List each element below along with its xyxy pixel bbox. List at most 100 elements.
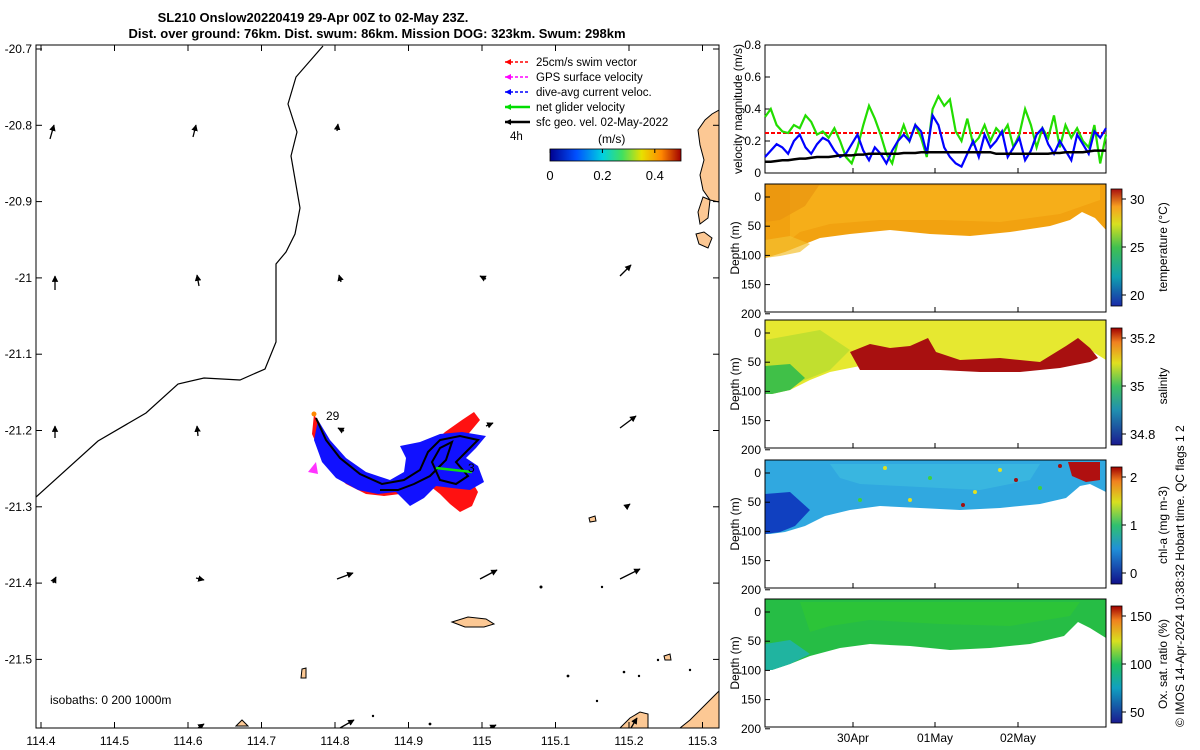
time-xtick-label: 02May (1000, 731, 1036, 745)
colorbar-tick-label: 35 (1130, 379, 1144, 394)
legend-entry: 25cm/s swim vector (505, 57, 637, 69)
velocity-panel: 0 0.2 0.4 0.6 0.8 velocity magnitude (m/s) (731, 38, 1108, 180)
map-panel: 29 3 114.4 114.5 114.6 114.7 114.8 114.9 115 11… (5, 42, 720, 748)
velocity-ytick-label: 0 (754, 166, 761, 180)
speed-colorbar-label: (m/s) (598, 132, 625, 146)
temperature-colorbar (1110, 188, 1123, 307)
figure-title-line2: Dist. over ground: 76km. Dist. swum: 86k… (128, 26, 625, 41)
chlorophyll-section (765, 460, 1106, 534)
map-ytick-label: -20.9 (5, 195, 33, 209)
depth-ytick-label: 50 (748, 355, 762, 369)
figure-title-line1: SL210 Onslow20220419 29-Apr 00Z to 02-Ma… (158, 10, 469, 25)
depth-axis-label: Depth (m) (728, 497, 742, 550)
depth-ytick-label: 0 (754, 326, 761, 340)
depth-ytick-label: 50 (748, 634, 762, 648)
colorbar-tick-label: 50 (1130, 705, 1144, 720)
colorbar-label: salinity (1156, 368, 1170, 405)
map-ytick-label: -20.8 (5, 118, 33, 132)
depth-ytick-label: 0 (754, 605, 761, 619)
legend-arrowhead (505, 104, 511, 110)
oxygen-panel (764, 598, 1123, 728)
velocity-ytick-label: 0.6 (744, 70, 761, 84)
speed-colorbar-ticks: 0 0.2 0.4 (546, 149, 664, 183)
time-step-label: 4h (510, 131, 523, 143)
depth-ytick-label: 200 (741, 307, 761, 321)
legend-entry: GPS surface velocity (505, 72, 643, 84)
glider-track (308, 411, 486, 512)
temperature-section (765, 184, 1106, 258)
colorbar-label: Ox. sat. ratio (%) (1156, 619, 1170, 709)
velocity-series-line (764, 112, 1107, 169)
depth-ytick-label: 200 (741, 443, 761, 457)
legend-label: net glider velocity (536, 102, 625, 114)
colorbar-tick-label: 0 (1130, 566, 1137, 581)
map-xtick-label: 114.8 (320, 734, 349, 748)
depth-ytick-label: 100 (741, 663, 761, 677)
velocity-ylabel: velocity magnitude (m/s) (731, 44, 745, 174)
map-xtick-label: 114.6 (173, 734, 202, 748)
time-xtick-label: 01May (917, 731, 953, 745)
depth-ytick-label: 50 (748, 495, 762, 509)
depth-ytick-label: 100 (741, 248, 761, 262)
speed-colorbar-tick-label: 0 (546, 168, 553, 183)
depth-ytick-label: 150 (741, 554, 761, 568)
speed-colorbar-tick-label: 0.4 (646, 168, 664, 183)
salinity-colorbar (1110, 327, 1123, 446)
legend-label: dive-avg current veloc. (536, 87, 652, 99)
colorbar-label: temperature (°C) (1156, 202, 1170, 292)
salinity-panel (764, 319, 1123, 449)
depth-ytick-label: 0 (754, 190, 761, 204)
reef-dots (371, 585, 692, 726)
map-ytick-label: -21.1 (5, 347, 33, 361)
map-ytick-label: -21 (15, 271, 33, 285)
legend-label: 25cm/s swim vector (536, 57, 637, 69)
depth-ytick-label: 0 (754, 466, 761, 480)
map-ytick-label: -21.2 (5, 424, 33, 438)
map-ytick-label: -21.4 (5, 576, 33, 590)
colorbar-tick-label: 25 (1130, 240, 1144, 255)
map-ytick-label: -20.7 (5, 42, 33, 56)
legend-label: GPS surface velocity (536, 72, 643, 84)
colorbar-tick-label: 2 (1130, 470, 1137, 485)
legend-label: sfc geo. vel. 02-May-2022 (536, 117, 668, 129)
imos-qc-note: © IMOS 14-Apr-2024 10:38:32 Hobart time.… (1173, 425, 1187, 727)
colorbar-label: chl-a (mg m-3) (1156, 486, 1170, 564)
depth-axis-label: Depth (m) (728, 221, 742, 274)
colorbar-tick-label: 150 (1130, 609, 1152, 624)
colorbar-tick-label: 35.2 (1130, 331, 1155, 346)
map-xtick-label: 114.7 (247, 734, 276, 748)
map-axes-frame (35, 44, 720, 729)
sfc-geo-velocity-arrows (49, 123, 641, 728)
colorbar-tick-label: 30 (1130, 192, 1144, 207)
map-xtick-label: 115.2 (614, 734, 643, 748)
isobath-line (36, 45, 324, 498)
legend-arrowhead (505, 89, 511, 95)
depth-ytick-label: 150 (741, 278, 761, 292)
velocity-ytick-label: 0.8 (744, 38, 761, 52)
depth-axis-label: Depth (m) (728, 636, 742, 689)
day-label-start: 29 (326, 409, 340, 423)
map-xtick-label: 114.5 (100, 734, 129, 748)
speed-colorbar (549, 148, 682, 162)
map-xtick-label: 115.1 (541, 734, 570, 748)
day-label-end: 3 (468, 461, 475, 475)
colorbar-tick-label: 20 (1130, 288, 1144, 303)
map-ytick-label: -21.3 (5, 500, 33, 514)
velocity-ytick-label: 0.2 (744, 134, 761, 148)
map-tick-group: 114.4 114.5 114.6 114.7 114.8 114.9 115 115.1 11… (5, 42, 719, 748)
colorbar-tick-label: 1 (1130, 518, 1137, 533)
chlorophyll-colorbar (1110, 466, 1123, 585)
map-xtick-label: 114.4 (26, 734, 55, 748)
depth-ytick-label: 200 (741, 722, 761, 736)
oxygen-section (765, 599, 1106, 670)
colorbar-tick-label: 100 (1130, 657, 1152, 672)
depth-ytick-label: 200 (741, 583, 761, 597)
map-legend: 25cm/s swim vector GPS surface velocity di… (505, 57, 668, 129)
depth-ytick-label: 150 (741, 414, 761, 428)
depth-axis-label: Depth (m) (728, 357, 742, 410)
time-xtick-label: 30Apr (837, 731, 869, 745)
glider-track-line (315, 417, 480, 491)
legend-entry: dive-avg current veloc. (505, 87, 652, 99)
